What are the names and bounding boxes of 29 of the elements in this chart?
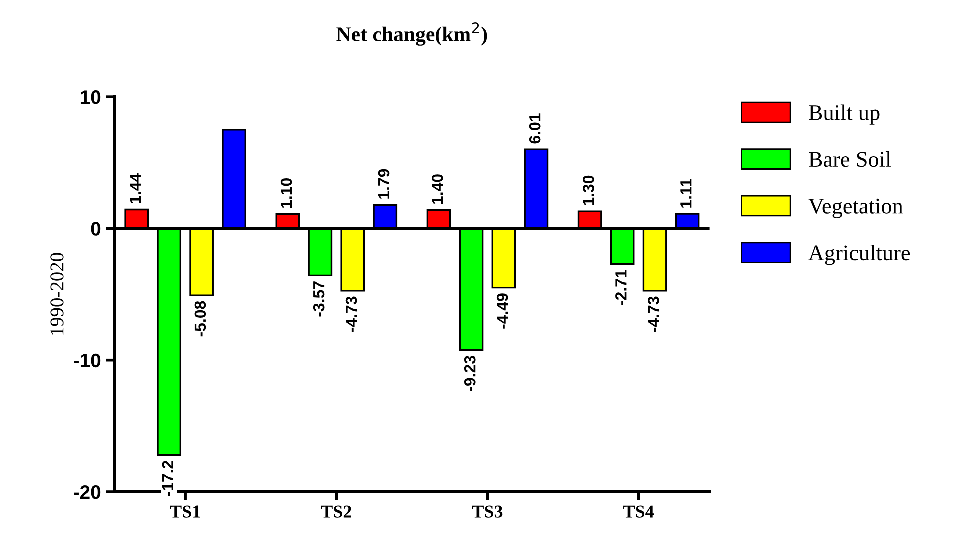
x-tick-label: TS2	[321, 506, 352, 518]
data-label: 1.30	[583, 176, 594, 206]
data-label: -17.2	[162, 461, 174, 496]
data-label: -3.57	[313, 282, 325, 317]
data-label: 1.44	[130, 173, 141, 204]
data-label: 1.79	[378, 169, 390, 199]
y-tick-label: -20	[74, 485, 101, 500]
data-label: 6.01	[529, 114, 541, 144]
data-label: -4.73	[648, 296, 660, 332]
data-label: 1.11	[680, 179, 692, 208]
x-tick-label: TS1	[170, 506, 200, 518]
legend-label: Bare Soil	[809, 152, 892, 168]
x-tick-label: TS4	[624, 506, 654, 518]
chart-title: Net change(km$^{2}$)	[336, 22, 488, 46]
data-label: -4.73	[346, 296, 358, 332]
x-tick-label: TS3	[472, 506, 503, 518]
legend-label: Agriculture	[808, 245, 910, 266]
data-label: -5.08	[194, 301, 206, 337]
data-label: -4.49	[496, 294, 508, 329]
data-label: 1.10	[280, 178, 292, 208]
legend-label: Built up	[809, 104, 880, 125]
y-axis-title: 1990-2020	[50, 253, 64, 335]
data-label: 1.40	[432, 174, 444, 204]
data-label: -2.71	[616, 270, 627, 306]
legend-label: Vegetation	[808, 198, 904, 218]
data-label: -9.23	[464, 356, 476, 392]
y-tick-label: 0	[91, 222, 101, 236]
y-tick-label: -10	[74, 354, 101, 368]
y-tick-label: 10	[80, 90, 101, 104]
